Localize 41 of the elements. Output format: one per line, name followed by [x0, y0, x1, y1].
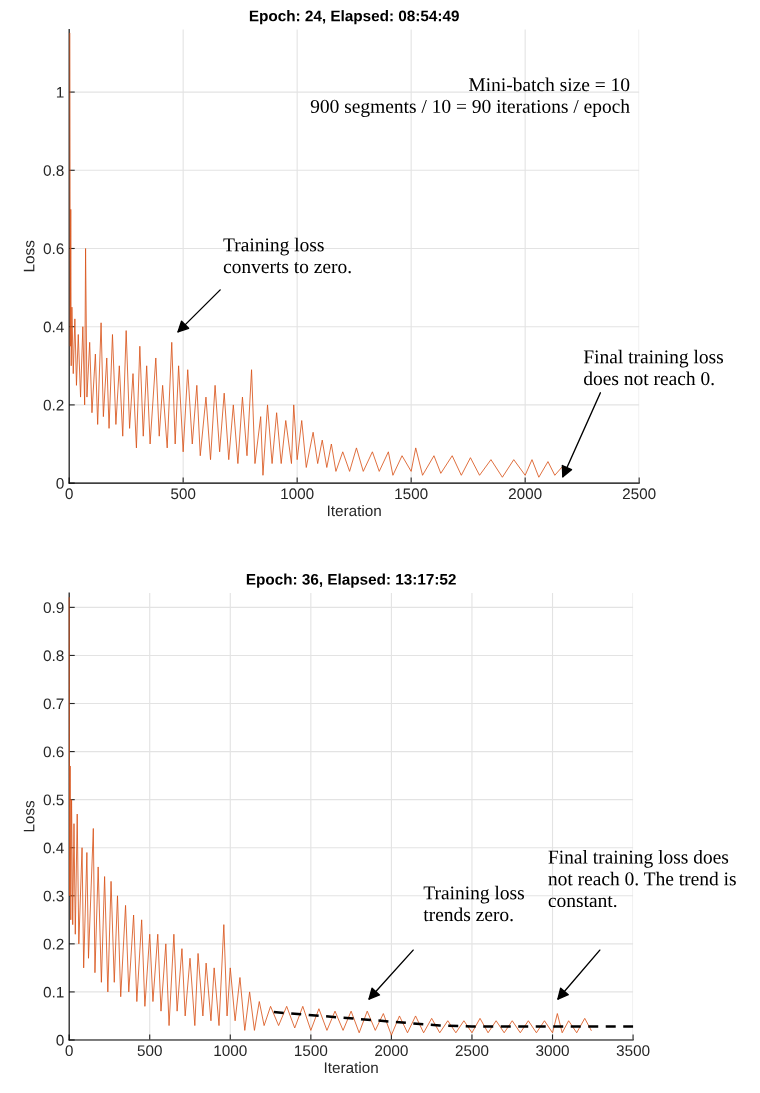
annotation: Training loss converts to zero. — [223, 237, 351, 274]
x-tick-label: 1500 — [395, 488, 428, 500]
x-tick-label: 1500 — [295, 1045, 328, 1057]
x-tick-label: 500 — [137, 1045, 162, 1057]
chart-title: Epoch: 36, Elapsed: 13:17:52 — [246, 573, 456, 588]
annotation: Mini-batch size = 10 900 segments / 10 = 90 iterations / epoch — [310, 77, 630, 117]
x-axis-title: Iteration — [327, 504, 381, 517]
y-tick-label: 0.5 — [43, 794, 64, 806]
y-tick-label: 0.2 — [43, 399, 64, 411]
x-tick-label: 2500 — [455, 1045, 489, 1057]
y-tick-label: 0.4 — [43, 842, 64, 854]
y-tick-label: 0.8 — [43, 165, 64, 176]
x-tick-label: 500 — [171, 488, 196, 500]
y-tick-label: 0.9 — [43, 602, 64, 614]
annotation: Final training loss does not reach 0. — [583, 349, 724, 386]
x-tick-label: 3500 — [616, 1045, 650, 1057]
y-axis-title: Loss — [23, 800, 35, 832]
y-tick-label: 0.6 — [43, 746, 64, 758]
y-tick-label: 1 — [56, 87, 64, 98]
x-tick-label: 3000 — [536, 1045, 569, 1057]
x-tick-label: 1000 — [281, 488, 314, 500]
y-tick-label: 0.8 — [43, 650, 64, 662]
chart-title: Epoch: 24, Elapsed: 08:54:49 — [249, 10, 459, 25]
x-tick-label: 2500 — [622, 488, 656, 500]
y-axis-title: Loss — [23, 240, 35, 272]
y-tick-label: 0 — [56, 477, 64, 489]
x-tick-label: 2000 — [508, 488, 542, 500]
x-tick-label: 1000 — [214, 1045, 247, 1057]
x-tick-label: 0 — [65, 488, 73, 500]
x-axis-title: Iteration — [324, 1061, 378, 1074]
y-tick-label: 0.1 — [43, 986, 64, 998]
x-tick-label: 0 — [65, 1045, 73, 1057]
y-tick-label: 0.3 — [43, 890, 64, 902]
y-tick-label: 0.4 — [43, 321, 64, 333]
y-tick-label: 0 — [56, 1034, 64, 1046]
x-tick-label: 2000 — [375, 1045, 408, 1057]
y-tick-label: 0.7 — [43, 698, 64, 710]
y-tick-label: 0.2 — [43, 938, 64, 950]
y-tick-label: 0.6 — [43, 243, 64, 255]
annotation: Final training loss does not reach 0. The trend is constant. — [548, 850, 736, 908]
annotation: Training loss trends zero. — [423, 885, 524, 922]
